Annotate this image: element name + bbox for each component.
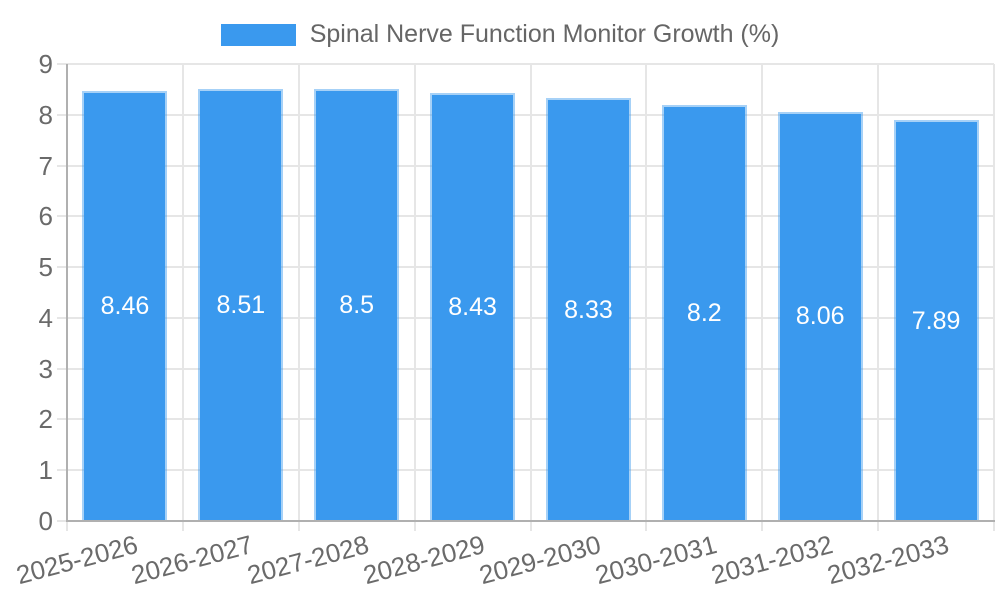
y-axis-tick-label: 5 xyxy=(38,252,53,283)
x-axis-tick-label: 2031-2032 xyxy=(707,529,836,591)
x-axis-tick xyxy=(529,521,532,531)
bar-value-label: 8.46 xyxy=(100,292,150,321)
bar[interactable] xyxy=(777,111,863,521)
x-axis-tick xyxy=(761,521,764,531)
legend-label: Spinal Nerve Function Monitor Growth (%) xyxy=(309,20,780,48)
y-axis-tick xyxy=(57,164,67,167)
x-axis-tick-label: 2030-2031 xyxy=(591,529,720,591)
y-axis-tick-label: 0 xyxy=(38,506,53,536)
y-axis-tick xyxy=(57,63,67,65)
x-axis-tick xyxy=(877,521,880,531)
x-gridline xyxy=(761,64,764,521)
x-gridline xyxy=(297,64,300,521)
y-axis-tick-label: 1 xyxy=(38,455,53,486)
y-axis-line xyxy=(66,64,68,521)
x-axis-tick-label: 2028-2029 xyxy=(360,529,489,591)
x-axis-tick xyxy=(297,521,300,531)
y-axis-tick xyxy=(57,367,67,370)
y-axis-tick-label: 2 xyxy=(38,404,53,435)
x-axis-tick-label: 2025-2026 xyxy=(12,529,141,591)
bar[interactable] xyxy=(893,120,979,521)
legend-swatch xyxy=(220,23,296,46)
y-axis-tick-label: 7 xyxy=(38,150,53,181)
x-axis-tick-label: 2026-2027 xyxy=(128,529,257,591)
x-axis-line xyxy=(66,520,995,522)
y-axis-tick-label: 8 xyxy=(38,99,53,130)
legend: Spinal Nerve Function Monitor Growth (%) xyxy=(0,20,1000,49)
bar[interactable] xyxy=(314,89,400,521)
y-axis-tick xyxy=(57,418,67,421)
x-gridline xyxy=(877,64,880,521)
x-axis-tick xyxy=(413,521,416,531)
x-axis-tick-label: 2029-2030 xyxy=(476,529,604,591)
bar-value-label: 8.2 xyxy=(686,298,722,327)
y-axis-tick-label: 6 xyxy=(38,201,53,232)
bar-value-label: 8.06 xyxy=(795,302,845,331)
bar[interactable] xyxy=(82,91,168,521)
bar[interactable] xyxy=(430,92,516,521)
bar-value-label: 7.89 xyxy=(911,306,961,335)
y-axis-tick xyxy=(57,469,67,472)
x-gridline xyxy=(645,64,648,521)
y-axis-tick-label: 9 xyxy=(38,49,53,79)
x-gridline xyxy=(529,64,532,521)
bar[interactable] xyxy=(198,88,284,521)
bar-value-label: 8.5 xyxy=(339,291,375,320)
bar[interactable] xyxy=(661,104,747,521)
x-gridline xyxy=(993,64,995,521)
x-axis-tick xyxy=(645,521,648,531)
y-axis-tick-label: 3 xyxy=(38,353,53,384)
y-axis-tick xyxy=(57,520,67,522)
x-axis-tick-label: 2027-2028 xyxy=(244,529,373,591)
x-gridline xyxy=(413,64,416,521)
y-axis-tick xyxy=(57,215,67,218)
y-axis-tick xyxy=(57,316,67,319)
y-axis-tick-label: 4 xyxy=(38,302,53,333)
x-axis-tick-label: 2032-2033 xyxy=(823,529,952,591)
x-axis-tick xyxy=(66,521,68,531)
bar-value-label: 8.33 xyxy=(564,295,613,324)
bar-value-label: 8.43 xyxy=(448,292,497,321)
legend-item[interactable]: Spinal Nerve Function Monitor Growth (%) xyxy=(220,20,780,49)
bar[interactable] xyxy=(545,98,631,521)
y-axis-tick xyxy=(57,113,67,116)
y-axis-tick xyxy=(57,266,67,269)
x-gridline xyxy=(181,64,184,521)
x-axis-tick xyxy=(993,521,995,531)
bar-value-label: 8.51 xyxy=(216,290,266,319)
x-axis-tick xyxy=(181,521,184,531)
